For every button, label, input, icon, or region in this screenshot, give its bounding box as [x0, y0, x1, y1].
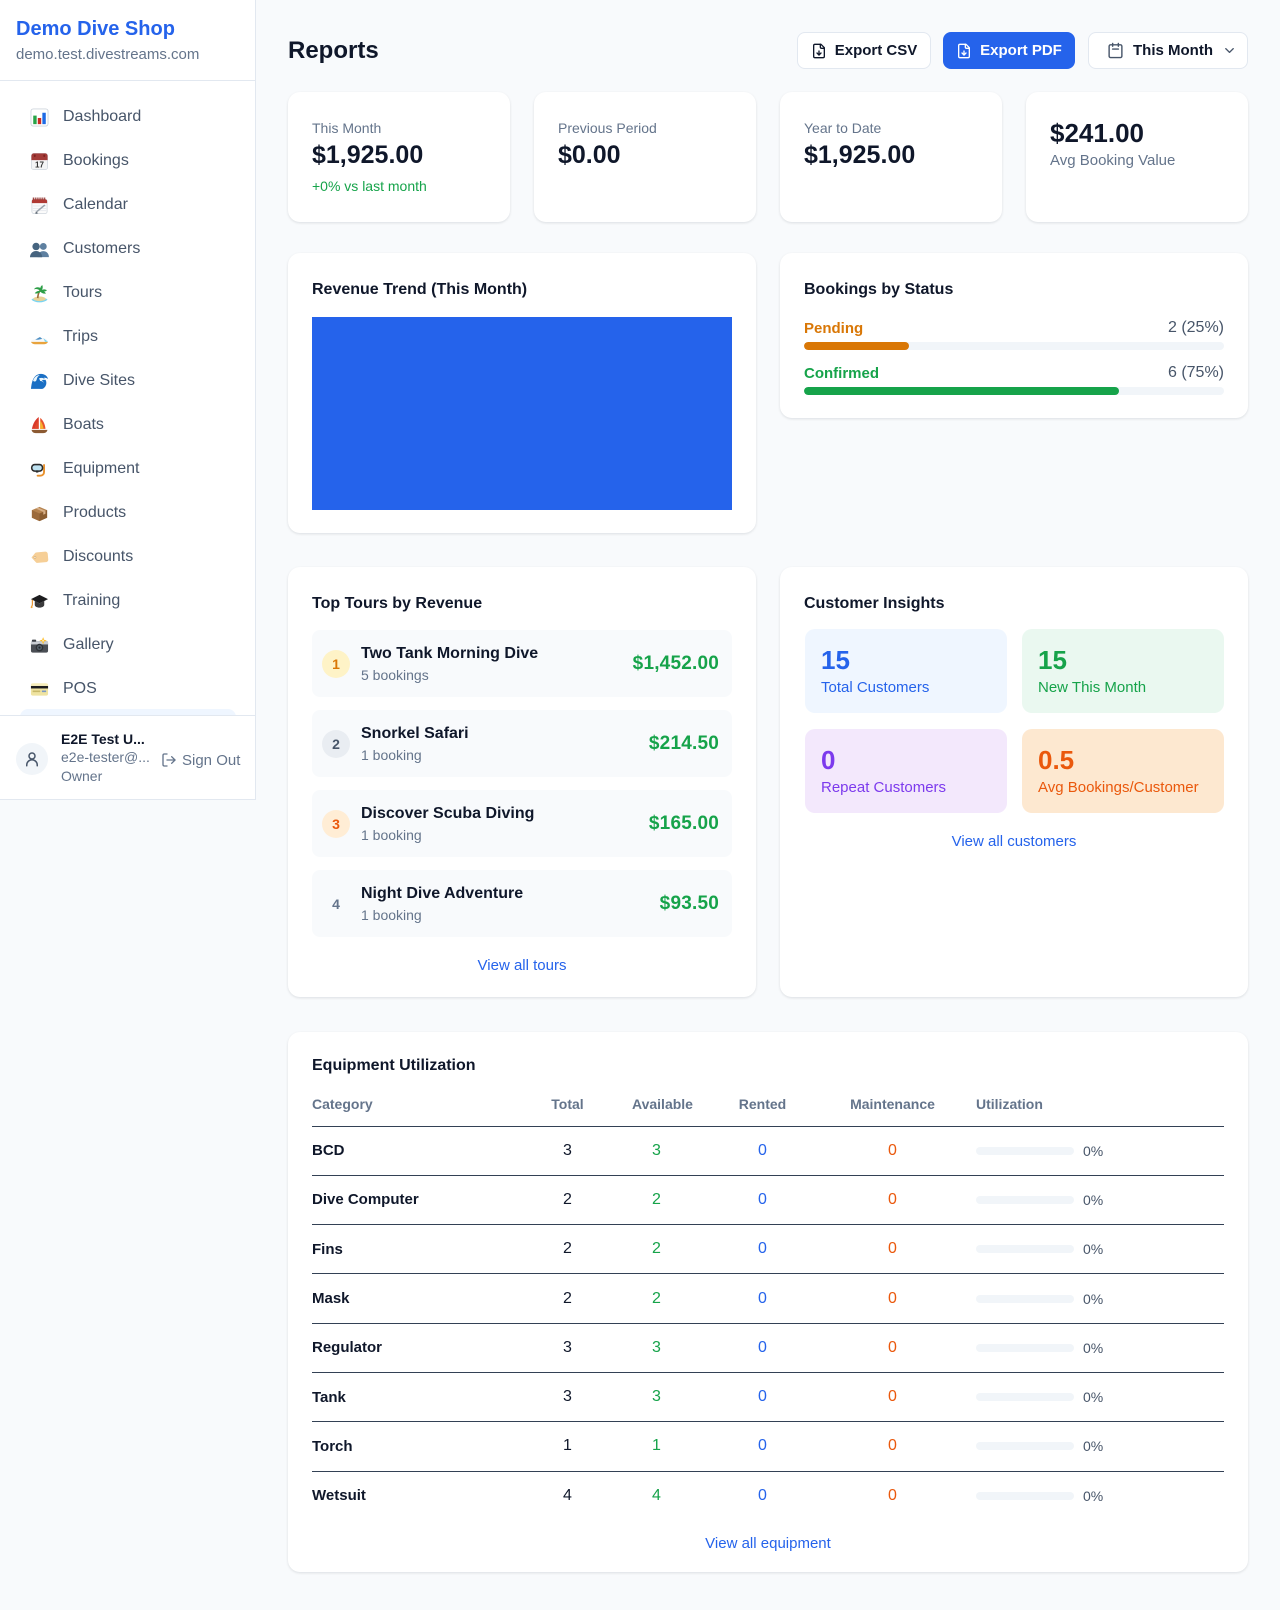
- svg-text:17: 17: [35, 160, 44, 169]
